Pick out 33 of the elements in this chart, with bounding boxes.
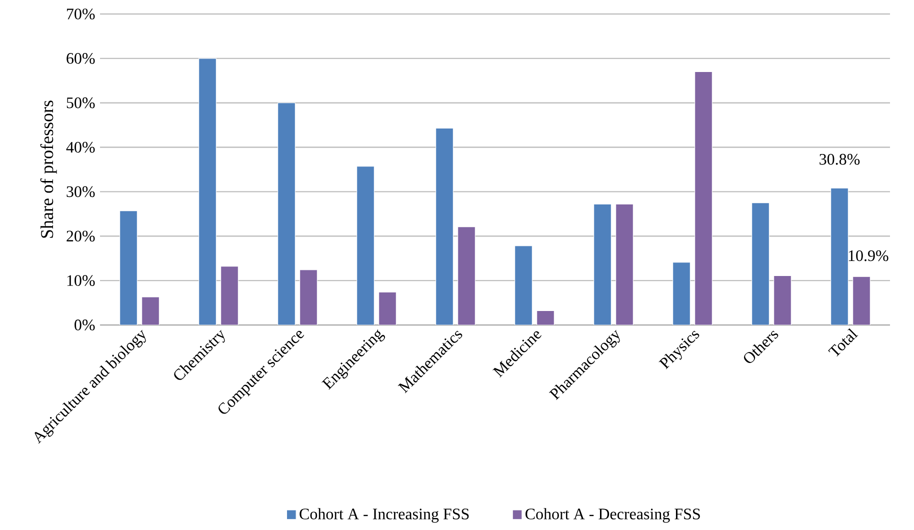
bar bbox=[142, 296, 160, 325]
bar bbox=[198, 58, 216, 325]
y-tick-label: 20% bbox=[66, 230, 95, 242]
y-tick-label: 30% bbox=[66, 186, 95, 198]
y-axis-title: Share of professors bbox=[40, 100, 57, 238]
y-tick-label: 50% bbox=[66, 97, 95, 108]
y-tick-label: 70% bbox=[67, 8, 95, 20]
data-label: 10.9% bbox=[848, 250, 888, 262]
bar bbox=[616, 204, 634, 325]
y-tick-label: 10% bbox=[67, 275, 95, 286]
y-tick-label: 0% bbox=[74, 320, 95, 330]
bar bbox=[458, 226, 476, 325]
bar bbox=[436, 128, 454, 325]
bar bbox=[694, 71, 712, 325]
bar bbox=[852, 276, 870, 325]
bar bbox=[356, 166, 374, 325]
bar bbox=[278, 102, 296, 325]
data-label: 30.8% bbox=[820, 154, 860, 165]
bar bbox=[536, 310, 554, 325]
bar bbox=[774, 275, 792, 325]
bar bbox=[378, 292, 396, 325]
bar bbox=[830, 188, 848, 325]
bar bbox=[120, 210, 138, 325]
bar bbox=[220, 266, 238, 325]
bar bbox=[672, 262, 690, 325]
bar bbox=[300, 270, 318, 325]
y-tick-label: 60% bbox=[66, 52, 95, 64]
y-tick-label: 40% bbox=[66, 142, 95, 153]
bar bbox=[514, 246, 532, 325]
legend-label: Cohort A - Decreasing FSS bbox=[526, 508, 700, 523]
bar bbox=[752, 202, 770, 325]
bar bbox=[594, 204, 612, 325]
legend-label: Cohort A - Increasing FSS bbox=[300, 508, 469, 523]
